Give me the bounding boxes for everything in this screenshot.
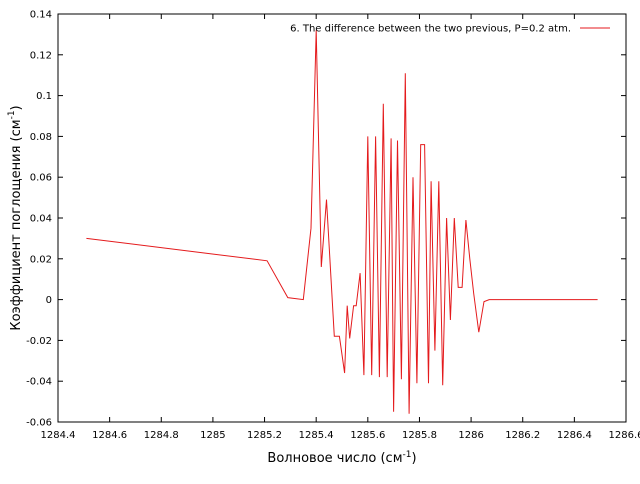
y-tick-label: 0.12 (30, 50, 52, 61)
x-axis: 1284.4 1284.6 1284.8 1285 1285.2 1285.4 1285.6… (41, 14, 640, 441)
y-tick-label: 0.04 (30, 214, 52, 225)
y-tick-label: 0.14 (30, 10, 52, 21)
y-tick-label: 0.1 (36, 91, 52, 102)
y-axis-title: Коэффициент поглощения (см-1) (7, 105, 24, 330)
x-tick-label: 1285.6 (350, 430, 385, 441)
legend-label: 6. The difference between the two previo… (290, 24, 571, 35)
x-tick-label: 1286.6 (609, 430, 640, 441)
x-tick-label: 1286.2 (505, 430, 540, 441)
plot-frame (58, 14, 626, 422)
x-tick-label: 1284.6 (92, 430, 127, 441)
x-tick-label: 1284.4 (41, 430, 76, 441)
x-tick-label: 1285.8 (402, 430, 437, 441)
x-tick-label: 1285.4 (299, 430, 334, 441)
x-tick-label: 1286.4 (557, 430, 592, 441)
x-tick-label: 1286 (458, 430, 483, 441)
y-tick-label: -0.04 (26, 377, 52, 388)
y-tick-label: 0.06 (30, 173, 52, 184)
x-tick-label: 1285 (200, 430, 225, 441)
plot-border (58, 14, 626, 422)
y-tick-label: 0 (46, 295, 52, 306)
y-axis: -0.06 -0.04 -0.02 0 0.02 0.04 0.06 0.08 0.1 0.12 0… (26, 10, 626, 429)
y-tick-label: -0.02 (26, 336, 52, 347)
y-tick-label: 0.08 (30, 132, 52, 143)
y-tick-label: -0.06 (26, 418, 52, 429)
x-tick-label: 1285.2 (247, 430, 282, 441)
series-line (86, 30, 597, 414)
x-axis-title: Волновое число (см-1) (267, 450, 416, 466)
legend: 6. The difference between the two previo… (290, 24, 610, 35)
x-tick-label: 1284.8 (144, 430, 179, 441)
y-tick-label: 0.02 (30, 254, 52, 265)
series-layer (86, 30, 597, 414)
